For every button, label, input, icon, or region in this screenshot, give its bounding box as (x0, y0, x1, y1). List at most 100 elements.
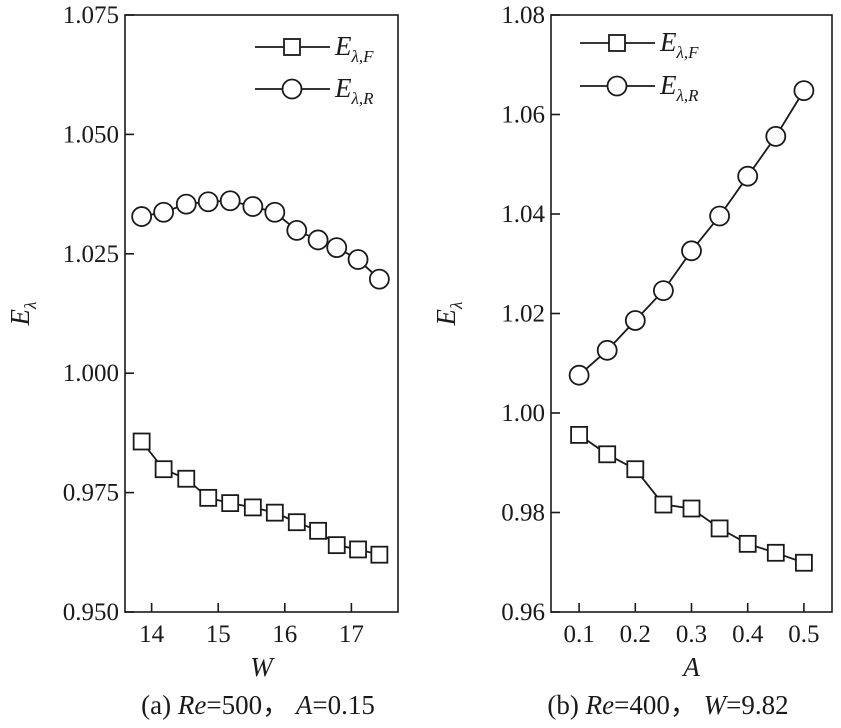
y-axis-title-base: E (5, 308, 35, 326)
legend-label: Eλ,R (334, 73, 374, 108)
data-point-square (309, 521, 327, 540)
data-point-circle (286, 219, 308, 241)
legend-label-base: E (334, 73, 352, 103)
data-point-square (349, 540, 367, 559)
caption-separator: ， (670, 690, 704, 720)
data-point-circle (368, 268, 390, 290)
y-tick-label: 0.98 (501, 500, 545, 527)
data-point-circle (326, 237, 348, 258)
data-point-circle (653, 280, 674, 302)
legend-label: Eλ,R (659, 70, 699, 105)
data-point-square (199, 488, 218, 507)
legend-marker-square (608, 34, 626, 52)
legend-label: Eλ,F (659, 27, 699, 62)
caption-val-2: =0.15 (312, 690, 374, 720)
plot-frame (124, 14, 399, 613)
y-tick-label: 1.06 (501, 102, 545, 129)
caption-val-1: =400 (614, 690, 670, 720)
data-point-square (570, 425, 588, 444)
legend-label: Eλ,F (334, 31, 374, 66)
data-point-circle (307, 229, 329, 251)
panel-a: 0.950 0.975 1.000 1.025 1.050 1.075 14 15 16 17 W E… (5, 2, 399, 720)
y-tick-label: 1.050 (63, 121, 119, 148)
data-point-circle (347, 249, 369, 270)
panel-caption: (a) Re=500， A=0.15 (141, 690, 375, 720)
x-tick-label: 15 (206, 621, 231, 648)
data-point-square (132, 432, 151, 451)
caption-separator: ， (262, 690, 296, 720)
caption-val-1: =500 (206, 690, 262, 720)
data-point-circle (793, 80, 815, 102)
y-tick-label: 1.025 (63, 241, 119, 268)
data-point-circle (131, 206, 153, 227)
data-point-circle (765, 125, 787, 147)
data-point-square (154, 460, 173, 479)
data-point-circle (175, 193, 197, 215)
data-point-square (265, 503, 284, 522)
caption-prefix: (a) (141, 690, 178, 720)
x-tick-label: 0.2 (620, 621, 651, 648)
data-point-square (738, 534, 757, 553)
x-tick-label: 17 (339, 621, 364, 648)
legend-marker-circle (281, 78, 303, 100)
data-point-circle (681, 240, 702, 262)
data-point-circle (264, 201, 286, 223)
data-point-square (287, 513, 306, 532)
x-axis-title: A (681, 652, 700, 682)
data-point-square (795, 553, 813, 572)
legend-label-subscript: λ,R (351, 89, 375, 108)
data-point-circle (197, 191, 219, 213)
data-point-square (327, 536, 346, 555)
y-tick-label: 1.000 (63, 360, 119, 387)
legend-marker-square (283, 38, 301, 56)
x-tick-label: 14 (139, 621, 165, 648)
legend-label-subscript: λ,R (676, 86, 700, 105)
y-tick-label: 1.04 (501, 201, 545, 228)
y-tick-label: 1.08 (501, 2, 545, 29)
data-point-circle (153, 201, 175, 223)
legend-label-base: E (659, 27, 677, 57)
y-axis-title-subscript: λ (447, 302, 466, 310)
caption-var-1: Re (585, 690, 614, 720)
data-point-circle (709, 205, 730, 227)
data-point-circle (568, 364, 590, 386)
data-point-square (370, 545, 389, 564)
data-point-square (221, 494, 240, 513)
caption-val-2: =9.82 (726, 690, 788, 720)
legend-label-subscript: λ,F (676, 43, 700, 62)
y-tick-label: 0.975 (63, 480, 119, 507)
data-point-circle (737, 165, 759, 187)
x-tick-label: 0.3 (676, 621, 707, 648)
data-point-square (598, 445, 617, 464)
y-axis-title-subscript: λ (21, 302, 40, 310)
y-tick-label: 0.96 (501, 599, 545, 626)
x-tick-label: 0.4 (732, 621, 764, 648)
data-point-square (682, 499, 701, 518)
caption-var-2: W (704, 690, 729, 720)
y-axis-title: Eλ (431, 302, 466, 327)
data-point-square (177, 469, 196, 488)
data-point-circle (596, 339, 618, 361)
y-tick-label: 1.075 (63, 2, 119, 29)
legend-label-base: E (334, 31, 352, 61)
panel-b: 0.96 0.98 1.00 1.02 1.04 1.06 1.08 0.1 0.2 0.3 0.4… (431, 2, 833, 720)
y-tick-label: 1.02 (501, 301, 545, 328)
data-point-square (710, 519, 729, 538)
caption-var-2: A (294, 690, 313, 720)
y-axis-title: Eλ (5, 302, 40, 327)
x-tick-label: 0.1 (563, 621, 594, 648)
y-tick-label: 1.00 (501, 400, 545, 427)
y-axis-title-base: E (431, 308, 461, 326)
caption-var-1: Re (177, 690, 206, 720)
data-point-circle (624, 310, 646, 331)
data-point-square (626, 460, 645, 479)
legend-label-base: E (659, 70, 677, 100)
caption-prefix: (b) (547, 690, 585, 720)
x-axis-title: W (250, 652, 275, 682)
x-tick-label: 16 (272, 621, 297, 648)
y-tick-label: 0.950 (63, 599, 119, 626)
legend-label-subscript: λ,F (351, 47, 375, 66)
legend-marker-circle (606, 75, 628, 97)
data-point-square (243, 498, 262, 517)
